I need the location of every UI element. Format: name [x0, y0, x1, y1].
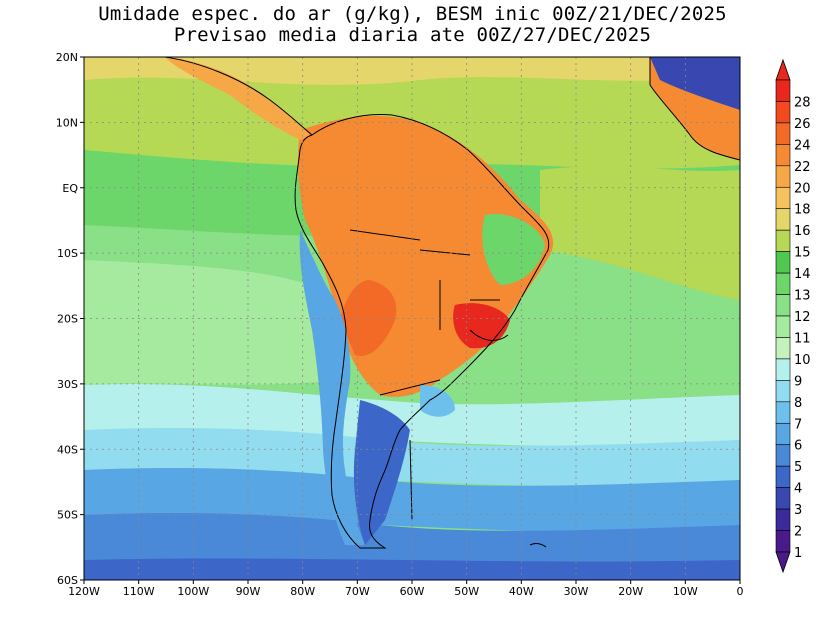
colorbar-swatch [775, 79, 791, 102]
lon-tick-label: 120W [68, 585, 100, 598]
colorbar-swatch [775, 208, 791, 231]
colorbar-label: 13 [794, 289, 811, 304]
lon-tick-label: 100W [177, 585, 209, 598]
lat-tick-label: 10S [57, 247, 78, 260]
colorbar-label: 20 [794, 181, 811, 196]
lat-tick-label: EQ [62, 182, 78, 195]
lon-tick-label: 90W [236, 585, 261, 598]
colorbar-swatch [775, 380, 791, 403]
colorbar-label: 10 [794, 353, 811, 368]
colorbar-label: 26 [794, 117, 811, 132]
colorbar-swatch [775, 337, 791, 360]
lat-tick-label: 10N [56, 116, 78, 129]
lat-tick-label: 60S [57, 574, 78, 587]
graticule [84, 57, 740, 580]
africa-coast [649, 57, 740, 161]
colorbar-label: 14 [794, 267, 811, 282]
colorbar-swatch [775, 251, 791, 274]
colorbar-label: 9 [794, 374, 802, 389]
colorbar-label: 22 [794, 160, 811, 175]
lat-axis: 20N 10N EQ 10S 20S 30S 40S 50S 60S [56, 51, 84, 587]
colorbar-swatch [775, 508, 791, 531]
colorbar-label: 11 [794, 331, 811, 346]
field-rio-plata [420, 385, 455, 417]
colorbar-label: 1 [794, 546, 802, 561]
colorbar-label: 28 [794, 95, 811, 110]
colorbar-swatch [775, 530, 791, 553]
colorbar-label: 5 [794, 460, 802, 475]
lon-tick-label: 0 [737, 585, 744, 598]
country-borders [349, 229, 500, 521]
colorbar: 28 26 24 22 20 18 16 15 14 13 12 11 10 9 8 7 6 5 4 3 2 1 [775, 58, 811, 574]
lon-tick-label: 30W [564, 585, 589, 598]
colorbar-label: 4 [794, 482, 802, 497]
field-peak-west [340, 280, 397, 356]
colorbar-swatch [775, 294, 791, 317]
colorbar-top-arrow [775, 58, 791, 81]
field-band-atlantic [540, 166, 740, 300]
colorbar-swatch [775, 401, 791, 424]
lon-tick-label: 40W [509, 585, 534, 598]
map-title-line-2: Previsao media diaria ate 00Z/27/DEC/202… [173, 24, 652, 46]
colorbar-swatch [775, 186, 791, 210]
lon-tick-label: 10W [673, 585, 698, 598]
colorbar-label: 15 [794, 246, 811, 261]
lon-tick-label: 70W [345, 585, 370, 598]
colorbar-swatch [775, 487, 791, 510]
lon-axis: 120W 110W 100W 90W 80W 70W 60W 50W 40W 30W 20W 10W 0 [68, 580, 744, 598]
map-plot-area [84, 57, 740, 580]
colorbar-label: 12 [794, 310, 811, 325]
field-central-america [165, 57, 310, 140]
field-andes [299, 230, 365, 545]
lat-tick-label: 50S [57, 509, 78, 522]
colorbar-label: 18 [794, 203, 811, 218]
colorbar-swatch [775, 315, 791, 338]
colorbar-label: 16 [794, 224, 811, 239]
lon-tick-label: 50W [454, 585, 479, 598]
lat-tick-label: 30S [57, 378, 78, 391]
colorbar-swatch [775, 229, 791, 252]
south-america-coast [164, 57, 550, 549]
colorbar-swatch [775, 422, 791, 446]
colorbar-label: 8 [794, 396, 802, 411]
colorbar-swatch [775, 444, 791, 467]
colorbar-swatch [775, 144, 791, 167]
field-northeast-dry [482, 214, 545, 285]
state-borders [469, 329, 509, 341]
colorbar-bottom-arrow [775, 551, 791, 574]
lon-tick-label: 110W [123, 585, 155, 598]
colorbar-swatch [775, 165, 791, 188]
lon-tick-label: 60W [400, 585, 425, 598]
field-patagonia [353, 400, 410, 545]
lat-tick-label: 20S [57, 313, 78, 326]
field-band-pacific-sub [84, 260, 340, 385]
lon-tick-label: 80W [290, 585, 315, 598]
colorbar-swatch [775, 358, 791, 381]
colorbar-swatch [775, 272, 791, 295]
lat-tick-label: 20N [56, 51, 78, 64]
map-title-line-1: Umidade espec. do ar (g/kg), BESM inic 0… [98, 3, 727, 25]
field-sahara [650, 57, 740, 110]
lat-tick-label: 40S [57, 443, 78, 456]
falklands-coast [529, 543, 547, 548]
colorbar-label: 3 [794, 503, 802, 518]
coastlines [164, 57, 740, 549]
colorbar-label: 7 [794, 417, 802, 432]
colorbar-label: 24 [794, 138, 811, 153]
lon-tick-label: 20W [618, 585, 643, 598]
colorbar-label: 2 [794, 525, 802, 540]
colorbar-swatch [775, 465, 791, 488]
colorbar-swatch [775, 122, 791, 145]
colorbar-label: 6 [794, 439, 802, 454]
colorbar-swatch [775, 101, 791, 124]
